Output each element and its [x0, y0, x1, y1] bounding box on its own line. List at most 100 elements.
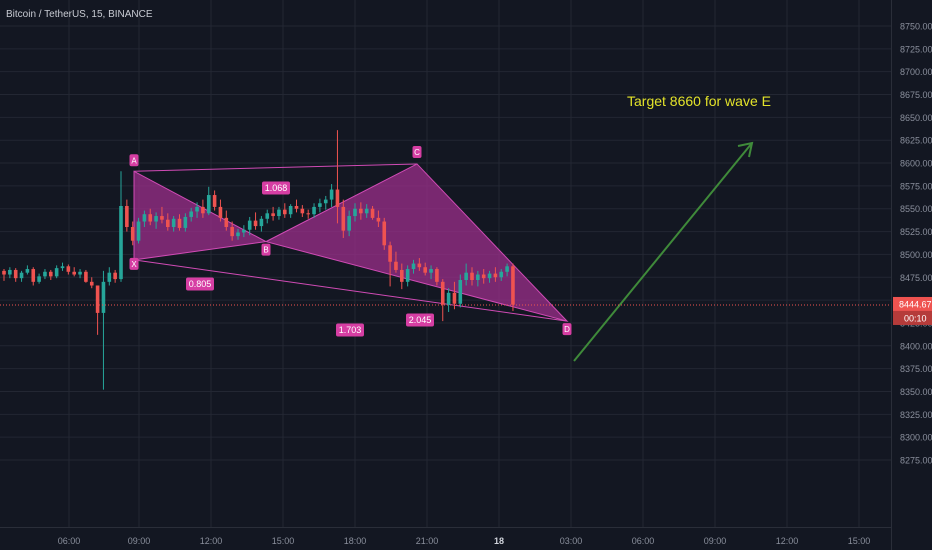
pattern-point-d[interactable]: D — [562, 323, 572, 336]
candle-body — [394, 261, 398, 270]
candle — [452, 281, 457, 310]
candle — [329, 184, 334, 207]
time-tick-label: 18:00 — [344, 536, 367, 546]
candle — [382, 217, 387, 250]
time-axis[interactable]: 06:00 09:00 12:00 15:00 18:00 21:00 18 03:00 06:… — [58, 536, 871, 546]
candle-body — [78, 271, 82, 275]
pattern-line-xd[interactable] — [133, 259, 568, 322]
candle-body — [370, 208, 375, 218]
candle — [142, 210, 147, 228]
candle-body — [206, 195, 211, 214]
price-tick-label: 8500.00 — [900, 250, 932, 260]
candle — [206, 186, 211, 216]
candle — [195, 202, 199, 218]
candle-body — [49, 271, 53, 277]
candle-body — [464, 272, 468, 281]
pattern-labels[interactable]: X A B C D 1.068 0.805 1.703 2.045 — [129, 145, 572, 337]
candle — [183, 213, 188, 232]
candle — [487, 270, 492, 283]
pattern-point-label: C — [414, 148, 420, 157]
countdown-value: 00:10 — [904, 313, 927, 323]
candle-body — [364, 208, 369, 214]
pattern-point-label: B — [263, 246, 268, 255]
candle — [125, 199, 129, 232]
candle-body — [458, 280, 463, 304]
price-tick-label: 8575.00 — [900, 181, 932, 191]
pattern-point-b[interactable]: B — [261, 243, 271, 256]
candle — [417, 258, 422, 271]
candle-body — [388, 245, 392, 262]
countdown-tag — [893, 310, 932, 325]
price-tick-label: 8700.00 — [900, 67, 932, 77]
candle-body — [212, 195, 217, 207]
pattern-point-x[interactable]: X — [129, 257, 139, 270]
candle-body — [271, 213, 275, 217]
candle-body — [189, 211, 193, 217]
candle — [493, 267, 498, 282]
candle — [60, 262, 65, 271]
candle — [464, 263, 468, 286]
pattern-point-label: A — [131, 156, 137, 165]
time-tick-label: 06:00 — [632, 536, 655, 546]
candle — [189, 207, 193, 222]
candle-body — [224, 217, 229, 228]
candle-body — [166, 219, 170, 228]
candle — [84, 269, 88, 283]
target-arrow-shaft[interactable] — [573, 142, 753, 362]
candle-body — [335, 189, 340, 207]
pattern-point-c[interactable]: C — [412, 145, 422, 158]
pattern-triangle-bcd[interactable] — [264, 163, 569, 323]
candle-body — [154, 216, 158, 222]
pattern-point-badge — [129, 154, 139, 167]
candle — [25, 265, 30, 275]
ratio-label[interactable]: 1.703 — [336, 323, 364, 337]
price-tick-label: 8525.00 — [900, 227, 932, 237]
harmonic-pattern[interactable] — [133, 163, 569, 323]
candle — [148, 208, 153, 226]
pattern-point-a[interactable]: A — [129, 154, 139, 167]
price-tick-label: 8275.00 — [900, 456, 932, 466]
ratio-label[interactable]: 0.805 — [186, 277, 214, 291]
candle-body — [306, 213, 310, 215]
price-tick-label: 8625.00 — [900, 136, 932, 146]
ratio-badge — [406, 313, 434, 327]
candle — [511, 263, 515, 312]
ratio-value: 1.703 — [339, 325, 362, 335]
candle — [37, 273, 41, 284]
candle-body — [148, 214, 153, 222]
price-tick-label: 8650.00 — [900, 113, 932, 123]
target-annotation[interactable]: Target 8660 for wave E — [573, 93, 771, 362]
candle-body — [481, 274, 486, 279]
candle-body — [201, 206, 205, 214]
candle-body — [101, 281, 106, 313]
ratio-label[interactable]: 1.068 — [262, 181, 290, 195]
candle-body — [487, 273, 492, 279]
ratio-label[interactable]: 2.045 — [406, 313, 434, 327]
candle — [458, 274, 463, 308]
candle — [212, 190, 217, 211]
time-tick-label: 15:00 — [848, 536, 871, 546]
pattern-point-label: X — [131, 260, 137, 269]
candle-body — [376, 217, 381, 222]
price-tick-label: 8400.00 — [900, 341, 932, 351]
current-price-tag — [893, 296, 932, 311]
candle-body — [89, 281, 94, 286]
candle — [470, 267, 474, 286]
pattern-line-ac[interactable] — [133, 163, 418, 172]
candle-body — [160, 216, 164, 220]
candle-body — [452, 292, 457, 304]
time-tick-label: 09:00 — [704, 536, 727, 546]
candle — [113, 269, 117, 283]
candle — [119, 171, 123, 282]
pattern-point-badge — [562, 323, 572, 336]
candle — [247, 216, 252, 236]
candlestick-series[interactable] — [2, 130, 515, 390]
candle-body — [423, 267, 427, 273]
candle — [154, 212, 158, 229]
candle-body — [329, 189, 334, 200]
candle-body — [177, 218, 182, 228]
pattern-point-badge — [412, 145, 422, 158]
ratio-value: 1.068 — [265, 183, 288, 193]
candle-body — [195, 206, 199, 212]
